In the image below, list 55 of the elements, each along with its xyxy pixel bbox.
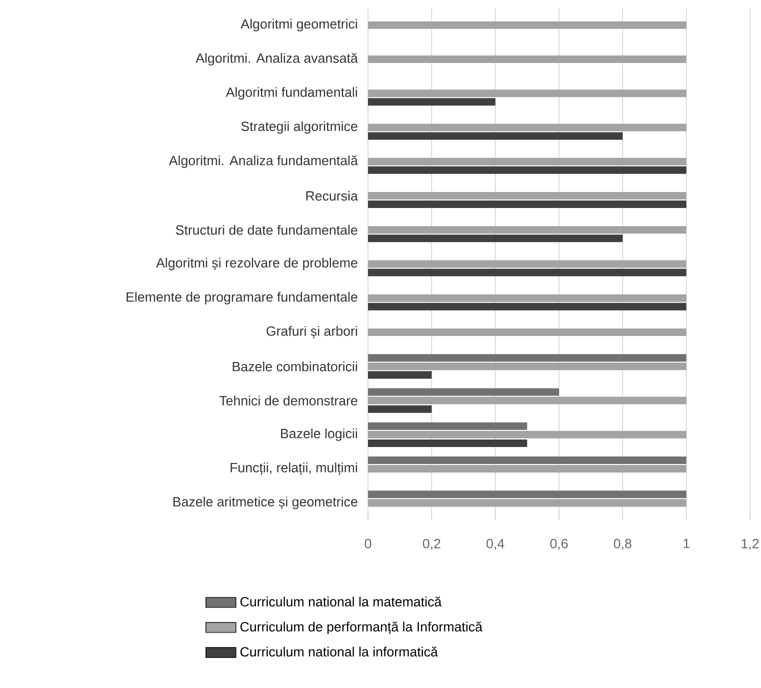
bar [368, 362, 686, 370]
bar [368, 234, 623, 242]
bar [368, 55, 686, 63]
x-tick-label: 0 [364, 538, 372, 548]
bar [368, 371, 432, 379]
bar [368, 226, 686, 234]
bar [368, 354, 686, 362]
bar [368, 132, 623, 140]
y-tick-label: Bazele aritmetice și geometrice [173, 496, 358, 510]
x-tick-label: 1,2 [742, 538, 759, 550]
bar [368, 456, 686, 464]
bar [368, 294, 686, 302]
legend-label: Curriculum national la matematică [240, 596, 442, 606]
bar [368, 422, 528, 430]
bar [368, 439, 528, 447]
x-tick-label: 0,4 [486, 538, 504, 550]
y-tick-label: Algoritmi geometrici [240, 18, 357, 32]
x-tick-label: 1 [684, 538, 690, 548]
y-tick-label: Bazele combinatoricii [232, 362, 357, 372]
bar [368, 388, 560, 396]
bar [368, 90, 686, 98]
bar [368, 158, 686, 166]
y-tick-label: Strategii algoritmice [241, 121, 358, 134]
y-tick-label: Tehnici de demonstrare [219, 396, 358, 406]
bar [368, 396, 686, 404]
y-tick-label: Algoritmi. Analiza fundamentală [168, 155, 358, 168]
bar [368, 200, 686, 208]
bar [368, 268, 686, 276]
bar [368, 405, 432, 413]
x-tick-label: 0,8 [614, 538, 632, 550]
bar [368, 465, 686, 473]
y-tick-label: Bazele logicii [281, 428, 357, 441]
y-tick-label: Algoritmi fundamentali [226, 87, 357, 100]
bar [368, 21, 686, 29]
y-tick-label: Funcții, relații, mulțimi [230, 462, 358, 476]
y-tick-label: Recursia [306, 190, 358, 201]
legend-label: Curriculum national la informatică [240, 646, 438, 657]
y-tick-label: Structuri de date fundamentale [176, 224, 358, 235]
bar [368, 98, 496, 106]
bar [368, 328, 686, 336]
bar [368, 499, 686, 507]
y-tick-label: Algoritmi. Analiza avansată [196, 52, 358, 66]
y-tick-label: Elemente de programare fundamentale [126, 292, 358, 304]
y-tick-label: Grafuri și arbori [266, 326, 358, 339]
bar [368, 124, 686, 132]
bar [368, 260, 686, 268]
bar [368, 430, 686, 438]
legend-label: Curriculum de performanță la Informatică [240, 622, 482, 634]
bar [368, 192, 686, 200]
bar [368, 302, 686, 310]
y-tick-label: Algoritmi și rezolvare de probleme [156, 258, 358, 270]
x-tick-label: 0,2 [422, 538, 440, 550]
bar [368, 490, 686, 498]
bar [368, 166, 686, 174]
x-tick-label: 0,6 [550, 538, 568, 550]
